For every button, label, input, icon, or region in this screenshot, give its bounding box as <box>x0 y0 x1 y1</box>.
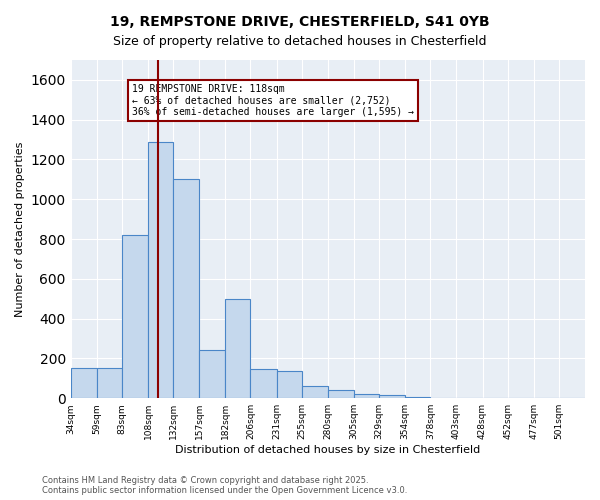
Bar <box>379 395 405 398</box>
Bar <box>226 298 250 398</box>
Bar <box>405 397 430 398</box>
Text: 19, REMPSTONE DRIVE, CHESTERFIELD, S41 0YB: 19, REMPSTONE DRIVE, CHESTERFIELD, S41 0… <box>110 15 490 29</box>
Text: 19 REMPSTONE DRIVE: 118sqm
← 63% of detached houses are smaller (2,752)
36% of s: 19 REMPSTONE DRIVE: 118sqm ← 63% of deta… <box>133 84 415 117</box>
Bar <box>173 180 199 398</box>
Bar <box>302 386 328 398</box>
Text: Size of property relative to detached houses in Chesterfield: Size of property relative to detached ho… <box>113 35 487 48</box>
Bar <box>122 235 148 398</box>
Bar <box>328 390 354 398</box>
Bar <box>277 372 302 398</box>
Bar <box>97 368 122 398</box>
Bar <box>250 370 277 398</box>
Bar <box>148 142 173 398</box>
Bar <box>199 350 226 398</box>
Bar <box>354 394 379 398</box>
Bar <box>71 368 97 398</box>
X-axis label: Distribution of detached houses by size in Chesterfield: Distribution of detached houses by size … <box>175 445 481 455</box>
Text: Contains HM Land Registry data © Crown copyright and database right 2025.
Contai: Contains HM Land Registry data © Crown c… <box>42 476 407 495</box>
Y-axis label: Number of detached properties: Number of detached properties <box>15 142 25 317</box>
